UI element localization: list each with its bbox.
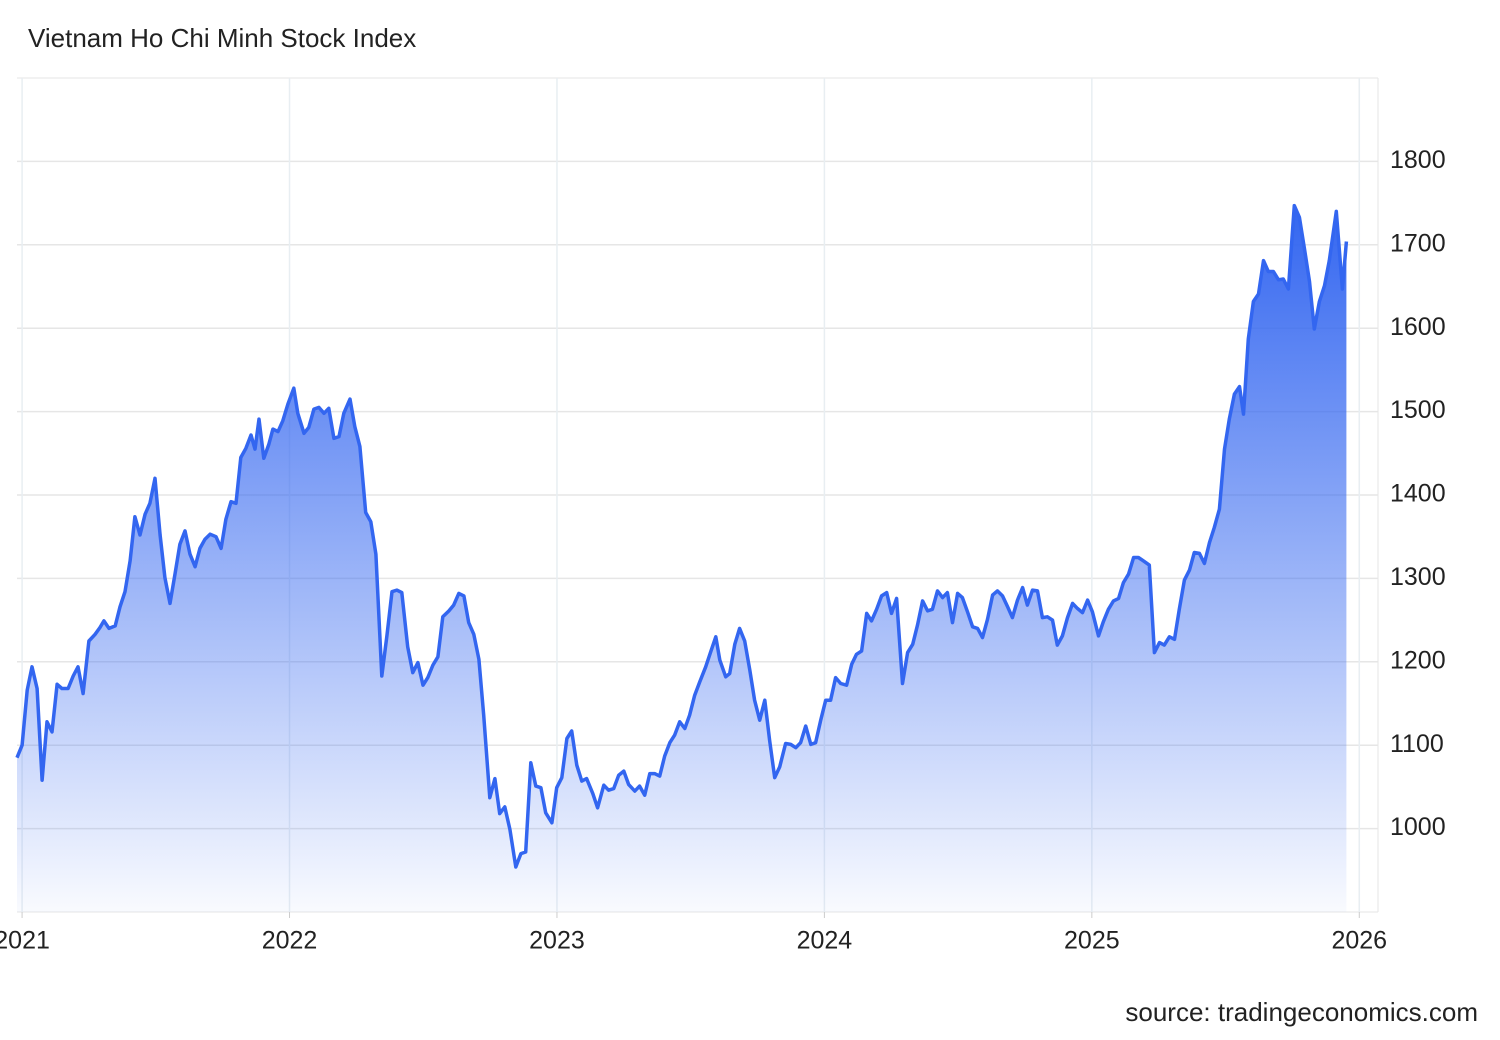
x-tick-label: 2023	[529, 927, 585, 955]
line	[15, 203, 1349, 869]
y-tick-label: 1800	[1390, 146, 1446, 174]
y-tick-label: 1100	[1390, 730, 1444, 758]
area-fill	[17, 205, 1347, 913]
x-tick-label: 2025	[1064, 927, 1120, 955]
y-tick-label: 1300	[1390, 563, 1446, 591]
x-tick-label: 2024	[797, 927, 853, 955]
y-tick-label: 1500	[1390, 396, 1446, 424]
y-tick-label: 1000	[1390, 813, 1446, 841]
y-tick-label: 1400	[1390, 480, 1446, 508]
x-tick-label: 2022	[262, 927, 318, 955]
y-tick-label: 1200	[1390, 646, 1446, 674]
x-tick-label: 2021	[0, 927, 50, 955]
chart-title: Vietnam Ho Chi Minh Stock Index	[28, 23, 416, 53]
y-tick-label: 1700	[1390, 229, 1446, 257]
source-note: source: tradingeconomics.com	[1125, 997, 1478, 1027]
x-tick-label: 2026	[1331, 927, 1387, 955]
y-tick-label: 1600	[1390, 313, 1446, 341]
